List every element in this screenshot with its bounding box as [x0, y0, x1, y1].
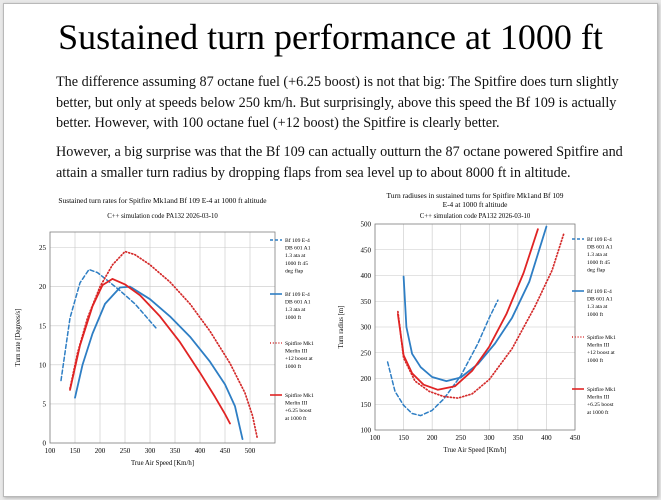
y-tick-label: 5: [43, 400, 47, 408]
legend-label: Spitfire Mk1: [587, 386, 616, 393]
legend-label: +12 boost at: [285, 356, 313, 362]
chart-title: Turn radiuses in sustained turns for Spi…: [387, 191, 564, 200]
chart-subtitle: C++ simulation code PA132 2026-03-10: [107, 213, 218, 220]
y-tick-label: 500: [361, 221, 372, 229]
legend-label: +6.25 boost: [587, 402, 614, 408]
legend-label: 1.3 ata at: [587, 304, 608, 310]
series-line-2: [74, 285, 244, 441]
paragraph-1: The difference assuming 87 octane fuel (…: [56, 74, 619, 131]
chart-title: Sustained turn rates for Spitfire Mk1and…: [58, 196, 267, 205]
series-line-4: [69, 278, 231, 425]
series-line-3: [397, 233, 565, 399]
legend-label: Merlin III: [285, 401, 307, 407]
y-tick-label: 250: [361, 349, 372, 357]
legend-label: DB 601 A1: [285, 246, 311, 252]
legend-label: 1000 ft 45: [285, 260, 308, 267]
x-tick-label: 400: [195, 447, 206, 455]
series-line-3: [69, 250, 259, 440]
legend-label: 1.3 ata at: [587, 252, 608, 258]
y-tick-label: 400: [361, 272, 372, 280]
x-tick-label: 250: [455, 434, 466, 442]
x-tick-label: 150: [70, 447, 81, 455]
series-line-1: [386, 299, 499, 417]
x-tick-label: 500: [245, 447, 256, 455]
y-tick-label: 10: [39, 361, 47, 369]
y-tick-label: 15: [39, 322, 47, 330]
turn-rate-chart: Sustained turn rates for Spitfire Mk1and…: [15, 196, 314, 467]
y-tick-label: 100: [361, 427, 372, 435]
y-axis-label: Turn rate [Degrees/s]: [15, 309, 22, 367]
x-tick-label: 150: [398, 434, 409, 442]
legend-label: deg flap: [587, 266, 605, 273]
legend-label: Merlin III: [587, 395, 609, 401]
legend-label: Bf 109 E-4: [587, 288, 612, 295]
plot-frame: [49, 231, 276, 444]
legend-label: 1000 ft 45: [587, 259, 610, 266]
y-tick-label: 450: [361, 246, 372, 254]
y-tick-label: 150: [361, 401, 372, 409]
slide: Sustained turn performance at 1000 ft Th…: [3, 3, 658, 497]
legend-label: Spitfire Mk1: [285, 392, 314, 399]
chart-title: E-4 at 1000 ft altitude: [443, 200, 509, 209]
x-tick-label: 250: [120, 447, 131, 455]
legend-label: deg flap: [285, 267, 303, 274]
legend-label: DB 601 A1: [587, 297, 613, 303]
y-tick-label: 25: [39, 244, 47, 252]
legend-label: at 1000 ft: [587, 409, 609, 416]
legend-label: at 1000 ft: [285, 415, 307, 422]
slide-title: Sustained turn performance at 1000 ft: [58, 17, 603, 57]
x-tick-label: 350: [513, 434, 524, 442]
legend-label: Merlin III: [587, 343, 609, 349]
paragraph-2: However, a big surprise was that the Bf …: [56, 144, 623, 181]
x-tick-label: 450: [220, 447, 231, 455]
x-tick-label: 450: [570, 434, 581, 442]
legend-label: Bf 109 E-4: [587, 236, 612, 243]
series-line-1: [60, 268, 159, 382]
y-tick-label: 200: [361, 375, 372, 383]
series-line-2: [402, 225, 548, 383]
x-tick-label: 400: [541, 434, 552, 442]
legend-label: 1000 ft: [285, 363, 301, 370]
plot-frame: [374, 223, 576, 431]
x-axis-label: True Air Speed [Km/h]: [444, 447, 507, 454]
turn-radius-chart: Turn radiuses in sustained turns for Spi…: [338, 191, 616, 454]
legend-label: Bf 109 E-4: [285, 291, 310, 298]
legend-label: Bf 109 E-4: [285, 237, 310, 244]
legend-label: DB 601 A1: [587, 245, 613, 251]
legend-label: Spitfire Mk1: [587, 334, 616, 341]
y-tick-label: 350: [361, 298, 372, 306]
x-tick-label: 100: [370, 434, 381, 442]
series-line-4: [397, 228, 539, 391]
legend-label: 1.3 ata at: [285, 307, 306, 313]
x-axis-label: True Air Speed [Km/h]: [131, 460, 194, 467]
legend-label: Spitfire Mk1: [285, 340, 314, 347]
x-tick-label: 100: [45, 447, 56, 455]
x-tick-label: 300: [145, 447, 156, 455]
x-tick-label: 200: [95, 447, 106, 455]
legend-label: +12 boost at: [587, 350, 615, 356]
x-tick-label: 300: [484, 434, 495, 442]
legend-label: +6.25 boost: [285, 408, 312, 414]
x-tick-label: 200: [427, 434, 438, 442]
legend-label: DB 601 A1: [285, 300, 311, 306]
y-axis-label: Turn radius [m]: [338, 306, 345, 349]
y-tick-label: 300: [361, 324, 372, 332]
legend-label: 1.3 ata at: [285, 253, 306, 259]
y-tick-label: 0: [43, 440, 47, 448]
legend-label: 1000 ft: [587, 357, 603, 364]
y-tick-label: 20: [39, 283, 47, 291]
legend-label: 1000 ft: [587, 311, 603, 318]
x-tick-label: 350: [170, 447, 181, 455]
chart-subtitle: C++ simulation code PA132 2026-03-10: [420, 213, 531, 220]
legend-label: 1000 ft: [285, 314, 301, 321]
legend-label: Merlin III: [285, 349, 307, 355]
